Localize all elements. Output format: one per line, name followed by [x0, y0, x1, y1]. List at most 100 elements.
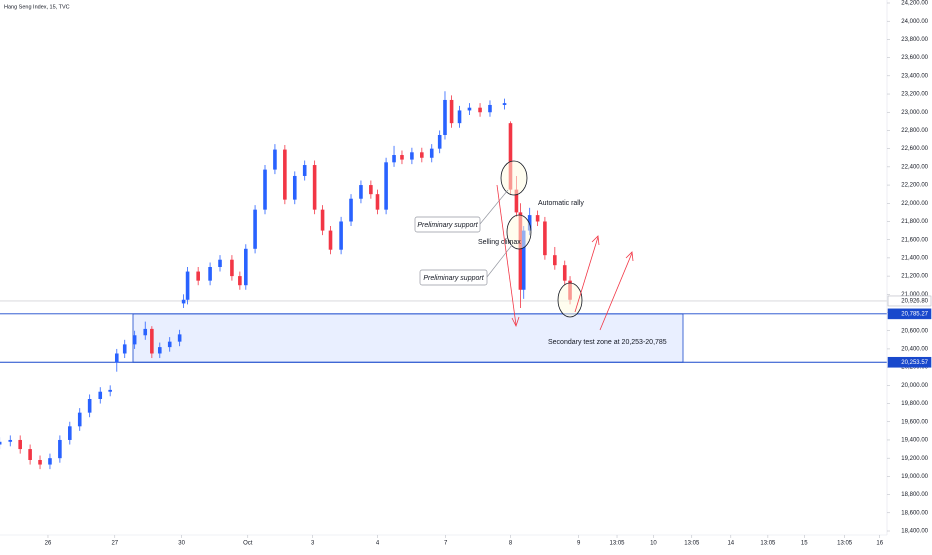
candle-body: [488, 104, 492, 113]
circle-marker: [500, 160, 528, 196]
candle-body: [98, 391, 103, 399]
candle-body: [181, 299, 186, 304]
y-tick-label: 24,000.00: [901, 19, 928, 25]
price-label: 20,253.57: [901, 360, 928, 366]
candle-body: [273, 149, 277, 170]
chart-title: Hang Seng Index, 15, TVC: [4, 4, 70, 10]
arrow-head: [591, 235, 600, 246]
candle-body: [553, 255, 557, 266]
x-tick-label: 13:05: [837, 541, 853, 547]
candle-body: [467, 107, 472, 111]
candle-body: [38, 459, 42, 465]
candle-body: [185, 271, 190, 300]
y-tick-label: 19,000.00: [901, 474, 928, 480]
arrow: [496, 184, 517, 326]
y-tick-label: 20,000.00: [901, 383, 928, 389]
x-tick-label: 7: [444, 541, 448, 547]
candle-body: [320, 209, 325, 231]
candle-body: [312, 165, 317, 210]
x-tick-label: 15: [801, 541, 808, 547]
candle-body: [562, 265, 567, 281]
candle-body: [339, 221, 343, 250]
candle-body: [410, 152, 414, 160]
candle-body: [68, 426, 72, 440]
candle-body: [150, 328, 154, 354]
candle-body: [132, 335, 137, 345]
candle-body: [122, 344, 127, 354]
y-tick-label: 19,800.00: [901, 401, 928, 407]
x-tick-label: 30: [178, 541, 185, 547]
y-tick-label: 19,400.00: [901, 438, 928, 444]
candles: [0, 91, 572, 470]
candle-body: [518, 212, 523, 290]
candle-body: [535, 215, 540, 222]
candle-body: [143, 328, 148, 336]
arrow: [574, 236, 599, 313]
test-zone: [132, 313, 684, 363]
candle-body: [114, 353, 119, 363]
y-tick-label: 22,000.00: [901, 201, 928, 207]
candle-body: [157, 347, 162, 354]
callout-box: [419, 269, 488, 286]
candle-body: [238, 276, 242, 286]
x-tick-label: 3: [311, 541, 315, 547]
candle-body: [400, 155, 404, 160]
candle-body: [292, 175, 297, 200]
y-tick-label: 23,000.00: [901, 110, 928, 116]
x-tick-label: 27: [111, 541, 118, 547]
x-tick-label: 16: [876, 541, 883, 547]
price-label-box: [887, 295, 932, 307]
candle-body: [8, 439, 13, 442]
y-tick-label: 19,600.00: [901, 419, 928, 425]
candle-body: [208, 267, 212, 281]
y-tick-label: 22,600.00: [901, 146, 928, 152]
candle-body: [230, 259, 234, 277]
circle-marker: [506, 214, 532, 250]
candle-body: [420, 152, 424, 158]
candle-body: [302, 165, 307, 176]
y-tick-label: 21,800.00: [901, 219, 928, 225]
x-tick-label: 26: [45, 541, 52, 547]
candle-body: [77, 412, 82, 427]
candle-body: [384, 162, 388, 210]
y-tick-label: 20,600.00: [901, 328, 928, 334]
y-tick-label: 19,200.00: [901, 456, 928, 462]
annotation: Preliminary support: [417, 222, 478, 229]
y-tick-label: 23,200.00: [901, 92, 928, 98]
candle-body: [0, 441, 2, 445]
x-tick-label: 9: [577, 541, 581, 547]
price-label-box: [887, 308, 932, 320]
candle-body: [508, 123, 513, 190]
y-tick-label: 22,800.00: [901, 128, 928, 134]
candle-body: [263, 169, 267, 210]
candle-body: [392, 155, 396, 163]
y-tick-label: 20,400.00: [901, 347, 928, 353]
candle-body: [527, 215, 532, 231]
callout-line: [486, 244, 513, 278]
candle-body: [443, 99, 447, 135]
annotation: Selling climax: [478, 239, 521, 246]
candle-body: [369, 185, 373, 195]
candle-body: [514, 189, 519, 213]
annotation: Automatic rally: [538, 200, 584, 207]
back-layer: [0, 300, 887, 363]
y-tick-label: 18,800.00: [901, 492, 928, 498]
y-tick-label: 22,400.00: [901, 164, 928, 170]
y-tick-label: 23,400.00: [901, 73, 928, 79]
y-tick-label: 18,400.00: [901, 529, 928, 535]
candle-body: [349, 198, 353, 222]
x-tick-label: 14: [727, 541, 734, 547]
callout-box: [414, 216, 481, 233]
y-tick-label: 21,600.00: [901, 237, 928, 243]
candle-body: [502, 103, 507, 105]
candle-body: [196, 271, 200, 281]
candle-body: [457, 110, 462, 124]
y-tick-label: 21,200.00: [901, 274, 928, 280]
annotation: Secondary test zone at 20,253-20,785: [548, 339, 667, 346]
y-tick-label: 22,200.00: [901, 183, 928, 189]
candle-body: [18, 439, 22, 450]
candle-body: [58, 439, 62, 459]
candle-body: [87, 399, 92, 413]
x-tick-label: 10: [650, 541, 657, 547]
